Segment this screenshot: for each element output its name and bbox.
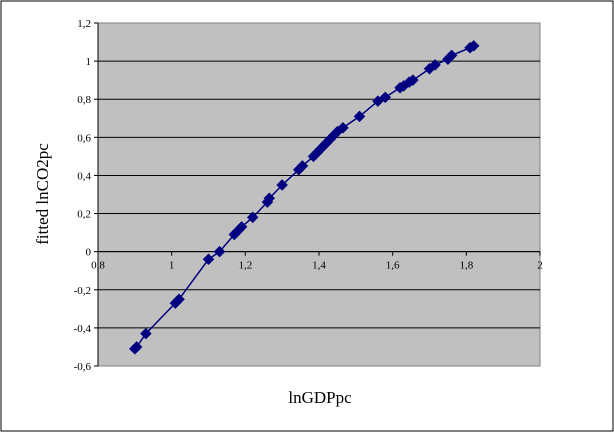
x-tick-label: 1,4 [312,260,326,272]
y-tick-label: -0,2 [74,285,91,297]
plot-area [97,22,541,367]
y-tick-label: 0,6 [77,132,91,144]
axis-layer [94,22,541,367]
data-point [213,245,226,258]
x-tick-label: 1,6 [386,260,400,272]
x-tick-label: 0,8 [91,260,105,272]
data-point [173,293,185,306]
x-tick-label: 1,8 [459,260,473,272]
data-point [429,59,441,71]
data-point [379,91,392,104]
data-point [353,110,366,123]
data-point [130,341,143,353]
y-tick-label: 0,4 [77,170,91,182]
y-tick-label: -0,4 [74,323,92,335]
x-axis-title: lnGDPpc [288,388,352,407]
data-point [276,179,289,191]
data-point [467,40,480,52]
x-tick-label: 1,2 [238,260,252,272]
data-point [407,74,419,87]
data-point [337,121,349,134]
data-point [445,49,458,62]
data-point [246,211,259,224]
y-tick-label: 0 [86,247,92,259]
data-point [140,327,152,340]
y-axis-title: fitted lnCO2pc [33,143,52,245]
x-tick-label: 1 [169,260,175,272]
y-tick-label: 1 [86,56,92,68]
marker-layer [128,40,480,355]
data-point [235,221,248,233]
y-tick-label: -0,6 [74,361,92,373]
x-tick-label: 2 [537,260,543,272]
y-tick-label: 1,2 [77,18,91,30]
data-point [263,192,276,205]
data-point [202,253,215,266]
y-tick-labels: -0,6 -0,4 -0,2 0 0,2 0,4 0,6 0,8 1 1,2 [74,18,92,373]
y-tick-label: 0,2 [77,209,91,221]
y-tick-label: 0,8 [77,94,91,106]
data-point [296,160,309,172]
x-tick-labels: 0,8 1 1,2 1,4 1,6 1,8 2 [91,260,543,272]
